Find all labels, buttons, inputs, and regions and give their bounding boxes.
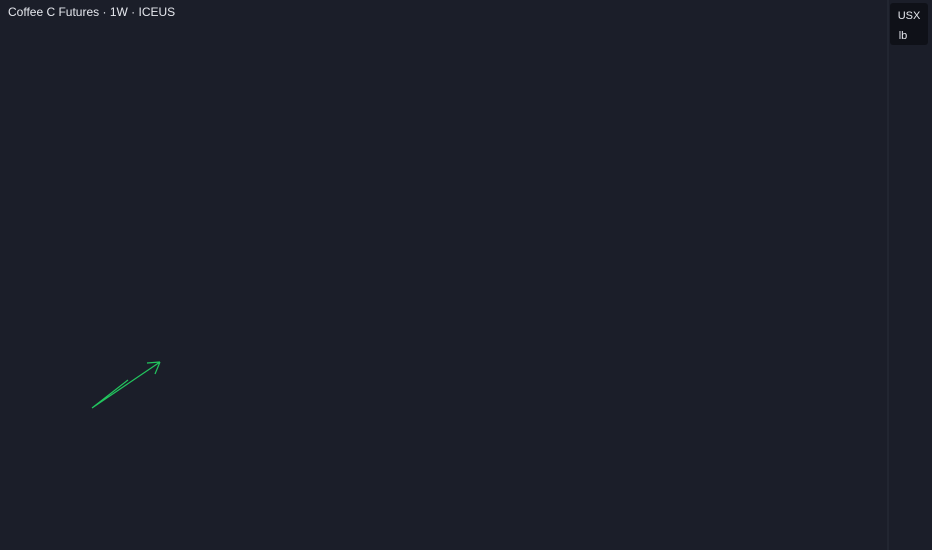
drawn-arrow <box>91 361 161 409</box>
unit-box[interactable] <box>890 3 928 45</box>
unit: lb <box>899 30 908 42</box>
currency: USX <box>898 10 921 22</box>
chart-title: Coffee C Futures · 1W · ICEUS <box>8 5 175 19</box>
